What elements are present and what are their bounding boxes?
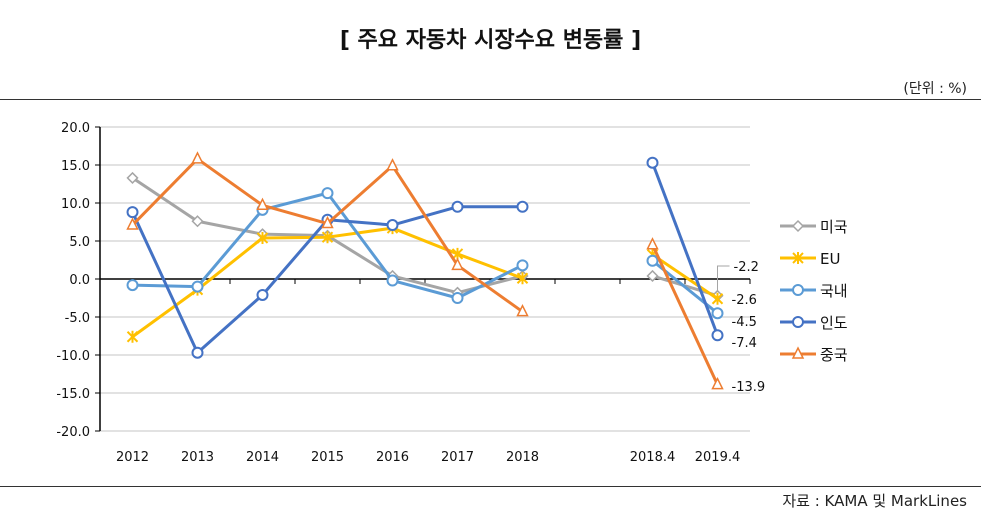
y-tick-label: -20.0 [56,425,90,440]
series-국내: -4.5 [126,187,757,330]
series-line [131,205,523,355]
data-point [256,231,269,244]
data-point [126,206,139,219]
data-point [791,346,805,359]
unit-label: (단위 : %) [903,81,967,97]
data-point [646,254,659,267]
y-tick-label: -15.0 [56,387,90,402]
data-point [646,269,659,283]
data-point [451,257,464,271]
leader-line [717,265,730,292]
series-line [651,253,719,301]
data-point [386,274,399,287]
data-point [516,272,529,285]
data-point [126,171,139,184]
data-point [191,151,204,164]
data-point [516,259,529,272]
series-line [132,191,524,300]
legend-label: 국내 [820,282,848,300]
bottom-rule [0,486,981,487]
x-tick-label: 2012 [116,450,149,465]
y-tick-label: 5.0 [69,235,90,250]
y-tick-label: 15.0 [61,159,90,174]
data-point [321,187,334,200]
data-point [256,197,269,211]
data-label: -4.5 [732,315,757,330]
data-point [516,304,529,317]
data-point [646,156,659,169]
x-tick-label: 2016 [376,450,409,465]
series-line [651,244,719,386]
data-point [516,200,529,213]
data-point [711,329,724,342]
data-point [711,292,724,305]
legend-item: 국내 [780,282,848,300]
y-tick-label: 0.0 [69,273,90,288]
legend-label: 미국 [820,218,848,236]
data-point [126,330,139,343]
y-tick-label: -10.0 [56,349,90,364]
data-point [792,316,804,328]
data-point [792,252,804,264]
legend-item: 인도 [780,314,848,332]
x-tick-label: 2019.4 [695,450,741,465]
data-point [646,237,659,250]
data-point [451,200,464,213]
x-tick-label: 2013 [181,450,214,465]
top-rule [0,99,981,100]
page-title: [ 주요 자동차 시장수요 변동률 ] [339,28,642,53]
data-point [321,215,334,229]
data-point [191,215,204,228]
series-line [131,226,524,338]
data-label: -7.4 [732,336,757,351]
y-tick-label: 20.0 [61,121,90,136]
data-point [321,231,334,244]
y-tick-label: -5.0 [65,311,90,326]
data-point [191,280,204,293]
data-point [711,376,724,390]
data-point [256,288,269,301]
legend-label: 중국 [820,346,848,364]
x-tick-label: 2017 [441,450,474,465]
data-point [126,217,139,230]
data-point [386,158,399,171]
data-point [451,292,464,304]
source-note: 자료 : KAMA 및 MarkLines [782,492,967,510]
y-tick-label: 10.0 [61,197,90,212]
data-label: -13.9 [732,380,766,395]
legend-item: 미국 [780,218,848,236]
data-point [711,307,724,320]
data-point [386,219,399,232]
data-point [791,219,805,233]
x-tick-label: 2018 [506,450,539,465]
series-line [651,162,719,336]
series-중국: -13.9 [126,151,766,395]
data-point [191,346,204,359]
legend-label: EU [820,250,840,268]
legend-label: 인도 [820,314,848,332]
x-tick-label: 2014 [246,450,279,465]
data-point [126,279,139,292]
x-tick-label: 2015 [311,450,344,465]
x-tick-label: 2018.4 [630,450,676,465]
legend-item: EU [780,250,840,268]
data-point [792,284,804,296]
data-label: -2.6 [732,293,757,308]
data-label: -2.2 [734,260,759,275]
legend-item: 중국 [780,346,848,364]
